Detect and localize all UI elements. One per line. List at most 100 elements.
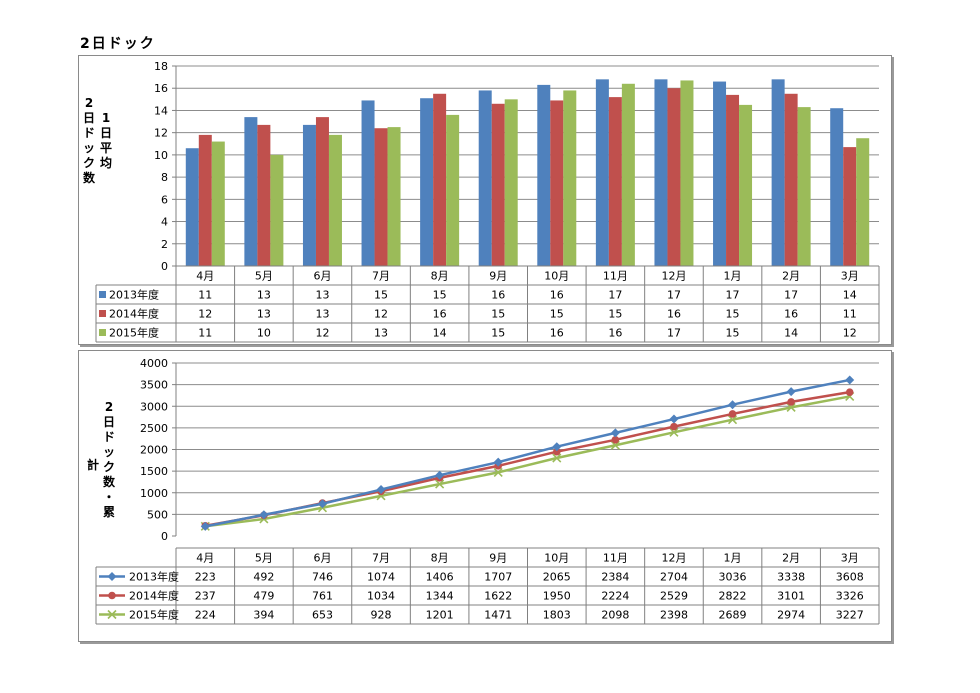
bar-ylabel-char: ク [83,156,95,170]
line-point-2013年度-4月 [200,521,210,531]
line-ytick-label: 3000 [140,400,168,413]
line-category-label: 11月 [603,552,628,565]
bar-ylabel-char: 日 [100,126,112,140]
line-point-2014年度-1月 [728,410,737,418]
bar-legend-swatch [99,291,106,298]
bar-category-label: 8月 [431,270,449,283]
line-point-2014年度-10月 [552,447,561,456]
bar-2014年度-10月 [550,100,564,266]
line-table-cell: 394 [253,609,274,622]
line-legend-label: 2013年度 [129,570,179,584]
bar-2015年度-7月 [387,127,401,266]
bar-ylabel-char: 均 [100,155,112,170]
line-table-cell: 1471 [484,609,512,622]
bar-table-cell: 15 [726,327,740,340]
bar-ylabel-char: 1 [102,111,110,125]
bar-2014年度-8月 [433,93,447,267]
bar-ylabel-char: 数 [83,170,96,185]
bar-table-cell: 16 [784,308,798,321]
bar-2013年度-4月 [185,148,199,266]
line-legend-marker [107,609,117,620]
line-point-2013年度-12月 [669,414,679,424]
bar-table-cell: 11 [843,308,857,321]
line-table-cell: 1707 [484,571,512,584]
bar-table-cell: 11 [198,327,212,340]
bar-category-label: 3月 [841,270,859,283]
bar-table-cell: 17 [667,327,681,340]
line-category-label: 6月 [313,552,331,565]
line-table-cell: 479 [253,590,274,603]
line-ytick-label: 3500 [140,379,168,392]
line-table-cell: 761 [312,590,333,603]
bar-ytick-label: 4 [161,216,168,229]
bar-ytick-label: 0 [161,260,168,273]
bar-2013年度-3月 [830,108,844,266]
line-table-cell: 653 [312,609,333,622]
bar-2014年度-11月 [608,97,622,266]
line-table-cell: 1344 [426,590,454,603]
line-table-cell: 3608 [836,571,864,584]
line-table-cell: 3326 [836,590,864,603]
line-table-cell: 1034 [367,590,395,603]
bar-2014年度-6月 [315,117,329,266]
line-legend-label: 2014年度 [129,589,179,603]
line-table-cell: 1074 [367,571,395,584]
bar-table-cell: 16 [550,289,564,302]
line-ytick-label: 4000 [140,357,168,370]
line-ylabel-char: ッ [103,445,115,459]
line-table-cell: 3227 [836,609,864,622]
bar-ylabel-char: ド [83,126,95,140]
bar-table-cell: 13 [257,289,271,302]
bar-table-cell: 14 [784,327,798,340]
line-chart: 0 500 1000 1500 2000 2500 3000 3500 4000 2日ドック数・累… [87,357,880,625]
line-ylabel-char: 数 [103,474,116,489]
bar-ytick-label: 10 [154,149,168,162]
line-table-cell: 1950 [543,590,571,603]
line-table-cell: 1622 [484,590,512,603]
bar-table-cell: 15 [726,308,740,321]
line-category-label: 5月 [255,552,273,565]
line-category-label: 8月 [431,552,449,565]
bar-2015年度-4月 [211,141,225,266]
bar-table-cell: 15 [608,308,622,321]
line-table-cell: 2974 [777,609,805,622]
line-category-label: 2月 [782,552,800,565]
bar-2013年度-9月 [478,90,492,266]
bar-table-cell: 15 [433,289,447,302]
bar-category-label: 10月 [544,270,569,283]
line-category-label: 9月 [489,552,507,565]
bar-2015年度-1月 [739,104,753,266]
bar-2015年度-3月 [856,138,870,266]
line-category-label: 7月 [372,552,390,565]
bar-2013年度-8月 [420,98,434,266]
bar-2013年度-7月 [361,100,375,266]
bar-2013年度-2月 [771,79,785,266]
line-category-label: 4月 [196,552,214,565]
line-series-2014年度 [205,390,850,527]
line-ylabel-char: 計 [87,457,99,472]
bar-ylabel-char: 日 [83,111,95,125]
bar-ytick-label: 8 [161,171,168,184]
bar-table-cell: 13 [374,327,388,340]
bar-2015年度-2月 [797,107,811,266]
bar-chart-panel: 0 2 4 6 8 10 12 14 16 18 1 日平均 2 日ドック数 4月 5月 6月 7月 8月 9月 10月… [78,55,892,345]
bar-category-label: 9月 [489,270,507,283]
line-ylabel-char: 2 [105,400,113,414]
bar-table-cell: 16 [608,327,622,340]
line-table-cell: 2529 [660,590,688,603]
line-point-2014年度-3月 [845,388,854,396]
bar-category-label: 12月 [661,270,686,283]
line-point-2013年度-3月 [845,375,855,385]
bar-2015年度-9月 [504,99,518,266]
line-table-cell: 3338 [777,571,805,584]
bar-2014年度-2月 [784,93,798,267]
line-table-cell: 2398 [660,609,688,622]
line-table-cell: 1201 [426,609,454,622]
bar-ytick-label: 14 [154,104,168,117]
bar-2014年度-5月 [257,124,271,266]
bar-table-cell: 16 [491,289,505,302]
bar-category-label: 1月 [724,270,742,283]
bar-category-label: 2月 [782,270,800,283]
line-ylabel-char: ・ [103,490,115,504]
bar-table-cell: 14 [843,289,857,302]
